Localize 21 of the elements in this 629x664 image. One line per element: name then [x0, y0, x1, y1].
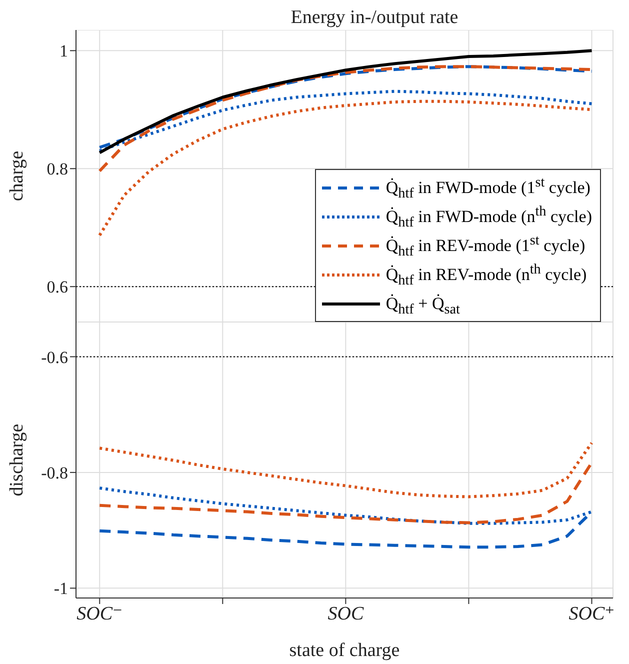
legend-label: Q̇$_{htf}$ + Q̇$_{sat}$	[386, 293, 460, 318]
x-tick-label: SOC	[328, 603, 364, 624]
line-series	[98, 441, 594, 498]
line-series	[98, 65, 594, 149]
legend-label: Q̇$_{htf}$ in FWD-mode (n$^{th}$ cycle)	[386, 202, 592, 231]
y-tick-label: -0.6	[41, 348, 68, 367]
y-tick-label: 0.8	[46, 160, 68, 179]
y-tick-label: -1	[54, 579, 68, 598]
legend-label: Q̇$_{htf}$ in REV-mode (1$^{st}$ cycle)	[386, 231, 586, 260]
y-tick-label: 0.6	[46, 278, 68, 297]
x-axis-title: state of charge	[289, 640, 400, 661]
x-tick-label: SOC⁻	[76, 603, 123, 624]
y-tick-label: 1	[60, 42, 68, 61]
line-series	[98, 49, 594, 154]
legend-label: Q̇$_{htf}$ in FWD-mode (1$^{st}$ cycle)	[386, 173, 590, 202]
y-axis-title: charge	[6, 150, 28, 202]
chart-title: Energy in-/output rate	[290, 7, 460, 30]
legend-label: Q̇$_{htf}$ in REV-mode (n$^{th}$ cycle)	[386, 260, 587, 289]
y-axis-title: discharge	[6, 424, 28, 496]
x-tick-label: SOC⁺	[568, 603, 615, 624]
y-tick-label: -0.8	[41, 463, 68, 482]
